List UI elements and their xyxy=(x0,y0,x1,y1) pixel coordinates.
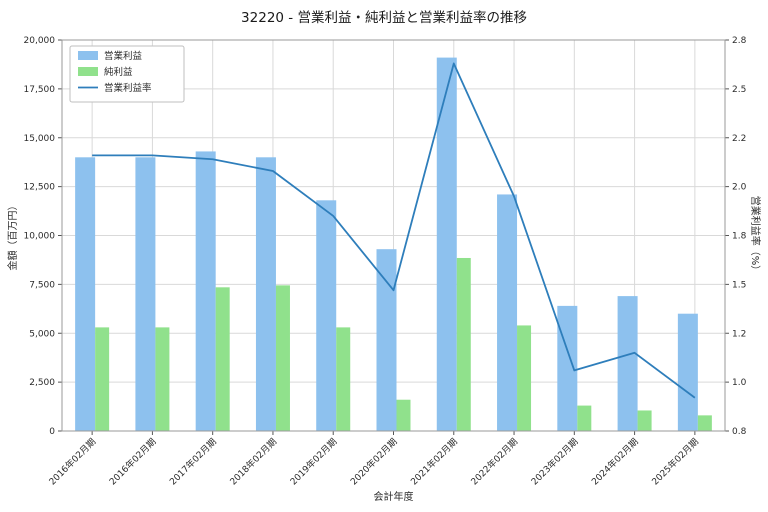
bar-operating-profit xyxy=(316,200,337,431)
y-left-axis-label: 金額（百万円） xyxy=(6,201,19,271)
bar-net-profit xyxy=(155,327,170,431)
bar-net-profit xyxy=(215,287,230,431)
x-tick-label: 2016年02月期 xyxy=(107,436,159,488)
y-left-tick-label: 0 xyxy=(49,427,55,437)
y-left-tick-label: 7,500 xyxy=(29,280,55,290)
y-right-tick-label: 1.8 xyxy=(732,232,747,242)
y-left-tick-label: 15,000 xyxy=(24,134,56,144)
chart-title: 32220 - 営業利益・純利益と営業利益率の推移 xyxy=(241,9,527,26)
y-right-axis-label: 営業利益率（%） xyxy=(749,196,762,276)
y-right-tick-label: 2.2 xyxy=(732,134,746,144)
bar-operating-profit xyxy=(135,157,156,432)
y-right-tick-label: 1.5 xyxy=(732,280,746,290)
x-tick-label: 2018年02月期 xyxy=(227,436,279,488)
bar-net-profit xyxy=(577,405,592,431)
legend-label: 営業利益 xyxy=(104,50,143,62)
bar-net-profit xyxy=(517,325,532,431)
y-left-tick-label: 12,500 xyxy=(24,183,56,193)
y-right-tick-label: 0.8 xyxy=(732,427,747,437)
x-tick-label: 2017年02月期 xyxy=(167,436,219,488)
y-left-tick-label: 10,000 xyxy=(24,232,56,242)
x-axis-label: 会計年度 xyxy=(374,490,414,503)
bar-operating-profit xyxy=(497,194,518,431)
plot-border xyxy=(61,39,726,432)
bar-net-profit xyxy=(336,327,351,431)
legend-label: 営業利益率 xyxy=(104,82,152,94)
x-tick-label: 2025年02月期 xyxy=(649,436,701,488)
bar-net-profit xyxy=(275,285,290,431)
x-tick-label: 2019年02月期 xyxy=(287,436,339,488)
y-left-tick-label: 5,000 xyxy=(29,329,55,339)
legend-box xyxy=(69,45,185,103)
bar-net-profit xyxy=(456,257,471,431)
x-tick-label: 2024年02月期 xyxy=(589,436,641,488)
x-tick-label: 2016年02月期 xyxy=(46,436,98,488)
bar-net-profit xyxy=(637,410,652,431)
bar-net-profit xyxy=(396,399,411,431)
x-tick-label: 2021年02月期 xyxy=(408,436,460,488)
bar-operating-profit xyxy=(255,157,276,432)
x-tick-label: 2022年02月期 xyxy=(468,436,520,488)
bar-operating-profit xyxy=(75,157,96,432)
x-tick-label: 2023年02月期 xyxy=(529,436,581,488)
y-left-tick-label: 20,000 xyxy=(24,36,56,46)
y-left-tick-label: 2,500 xyxy=(29,378,55,388)
bar-operating-profit xyxy=(195,151,216,431)
bar-operating-profit xyxy=(677,313,698,431)
legend-label: 純利益 xyxy=(104,66,133,78)
operating-margin-line xyxy=(92,62,696,399)
legend-swatch xyxy=(78,67,98,76)
x-tick-label: 2020年02月期 xyxy=(348,436,400,488)
plot-area: 0 0.8 2,500 1.0 5,000 1.2 7,500 1.5 10,000 1.8 12,… xyxy=(6,36,762,503)
y-right-tick-label: 2.5 xyxy=(732,85,746,95)
y-right-tick-label: 2.0 xyxy=(732,183,747,193)
legend-swatch xyxy=(78,51,98,60)
bar-operating-profit xyxy=(436,57,457,431)
bar-operating-profit xyxy=(617,296,638,431)
bar-operating-profit xyxy=(376,249,397,431)
y-right-tick-label: 2.8 xyxy=(732,36,747,46)
y-right-tick-label: 1.0 xyxy=(732,378,747,388)
y-left-tick-label: 17,500 xyxy=(24,85,56,95)
bar-net-profit xyxy=(697,415,712,431)
bar-net-profit xyxy=(95,327,110,431)
y-right-tick-label: 1.2 xyxy=(732,329,746,339)
